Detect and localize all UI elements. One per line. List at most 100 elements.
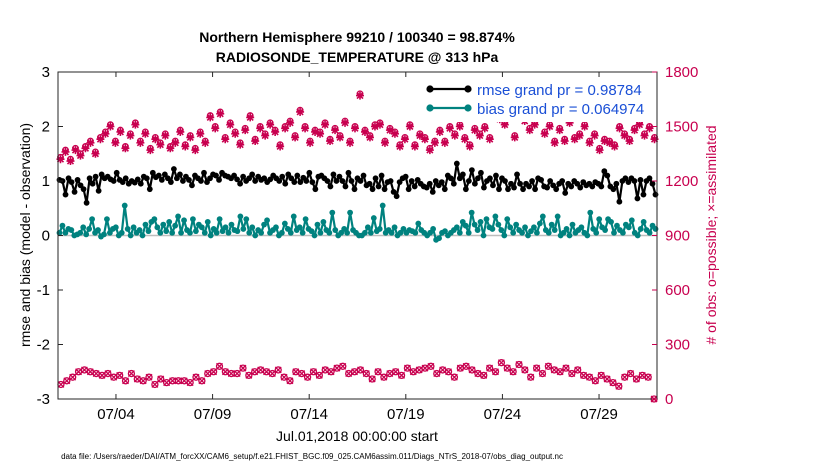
- obs-assimilated-point: [316, 129, 325, 138]
- obs-assimilated-point: [96, 135, 105, 144]
- obs-assimilated-point: [425, 146, 434, 155]
- obs-lower-x: [550, 366, 558, 374]
- obs-assimilated-point: [111, 138, 120, 147]
- rmse-point: [496, 186, 502, 193]
- obs-assimilated-point: [460, 135, 469, 144]
- obs-assimilated-point: [645, 124, 654, 133]
- obs-assimilated-point: [321, 120, 330, 129]
- bias-point: [145, 228, 152, 235]
- rmse-point: [110, 178, 117, 184]
- obs-lower-point: [233, 369, 241, 378]
- rmse-point: [631, 178, 638, 184]
- rmse-point: [381, 186, 388, 193]
- bias-point: [388, 229, 395, 236]
- bias-point: [130, 224, 137, 231]
- obs-lower-x: [533, 364, 541, 372]
- bias-point: [501, 232, 508, 239]
- obs-assimilated-point: [370, 122, 379, 131]
- rmse-point: [360, 172, 367, 179]
- obs-lower-x: [116, 371, 124, 379]
- obs-lower-x: [632, 375, 640, 383]
- obs-lower-x: [621, 373, 629, 381]
- rmse-point: [89, 180, 96, 187]
- obs-assimilated-point: [485, 135, 494, 144]
- bias-point: [379, 202, 386, 209]
- obs-lower-point: [298, 369, 306, 378]
- obs-assimilated-point: [186, 133, 195, 142]
- obs-lower-point: [403, 364, 412, 372]
- y-right-tick-label: 1200: [665, 173, 698, 190]
- bias-point: [290, 213, 297, 220]
- rmse-point: [324, 178, 331, 184]
- obs-lower-x: [198, 377, 206, 385]
- bias-point: [534, 229, 540, 236]
- obs-lower-x: [174, 377, 182, 385]
- bias-point: [83, 231, 90, 238]
- bias-point: [477, 218, 484, 225]
- obs-lower-point: [315, 371, 323, 380]
- bias-point: [519, 229, 525, 236]
- rmse-point: [366, 180, 373, 187]
- bias-point: [198, 224, 205, 231]
- bias-point: [252, 232, 259, 239]
- bias-point: [178, 229, 184, 236]
- obs-lower-point: [327, 368, 335, 376]
- obs-assimilated-point: [625, 137, 634, 146]
- obs-lower-x: [609, 379, 617, 387]
- obs-lower-point: [145, 373, 153, 381]
- y-tick-label: 0: [42, 228, 50, 245]
- obs-assimilated-point: [610, 142, 619, 151]
- bias-point: [539, 213, 546, 220]
- bias-point: [551, 227, 558, 233]
- obs-assimilated-point: [351, 124, 360, 133]
- rmse-point: [309, 179, 316, 185]
- rmse-point: [517, 180, 523, 187]
- obs-lower-x: [527, 373, 535, 381]
- bias-point: [192, 228, 199, 235]
- bias-point: [569, 221, 576, 228]
- bias-point: [480, 232, 487, 239]
- rmse-point: [294, 172, 301, 179]
- bias-point: [391, 224, 398, 231]
- obs-lower-x: [380, 373, 388, 381]
- obs-lower-point: [515, 360, 523, 369]
- obs-lower-x: [292, 368, 300, 376]
- obs-lower-point: [568, 369, 576, 378]
- bias-point: [160, 221, 167, 228]
- rmse-point: [453, 160, 460, 167]
- obs-lower-point: [157, 375, 165, 383]
- obs-lower-x: [486, 364, 494, 372]
- obs-lower-x: [597, 371, 605, 379]
- bias-point: [222, 224, 229, 231]
- obs-assimilated-point: [380, 138, 389, 147]
- obs-assimilated-point: [301, 124, 310, 133]
- obs-lower-point: [274, 366, 282, 374]
- obs-assimilated-point: [560, 137, 569, 146]
- bias-point: [258, 229, 265, 236]
- obs-assimilated-point: [395, 142, 404, 151]
- rmse-point: [143, 175, 150, 182]
- bias-point: [347, 209, 353, 216]
- rmse-point: [74, 177, 81, 183]
- bias-point: [216, 216, 223, 223]
- rmse-point: [408, 178, 415, 184]
- obs-lower-point: [374, 368, 382, 376]
- obs-lower-x: [591, 377, 599, 385]
- rmse-point: [646, 175, 653, 182]
- obs-lower-x: [427, 362, 435, 370]
- bias-point: [608, 218, 614, 225]
- rmse-point: [68, 179, 75, 185]
- obs-lower-x: [57, 381, 65, 388]
- obs-assimilated-point: [565, 118, 574, 127]
- obs-assimilated-point: [61, 147, 70, 156]
- obs-lower-point: [69, 373, 77, 381]
- obs-assimilated-point: [525, 126, 534, 135]
- bias-point: [531, 224, 537, 231]
- bias-point: [213, 229, 220, 236]
- rmse-point: [532, 186, 538, 193]
- obs-lower-point: [433, 369, 441, 378]
- rmse-point: [462, 186, 469, 193]
- obs-lower-point: [621, 373, 629, 381]
- obs-lower-point: [116, 371, 124, 380]
- obs-lower-x: [104, 370, 112, 378]
